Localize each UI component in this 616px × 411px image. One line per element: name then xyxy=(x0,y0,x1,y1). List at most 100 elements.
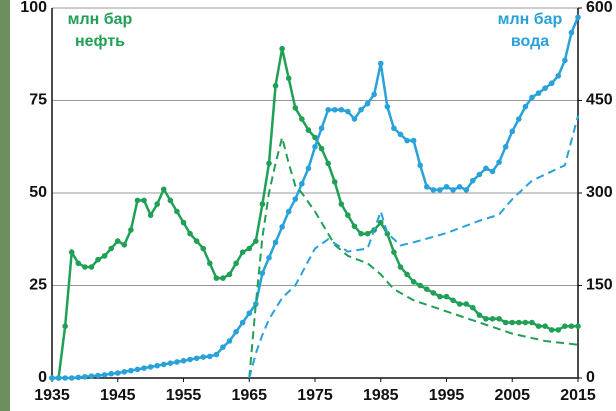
data-point xyxy=(69,375,75,381)
data-point xyxy=(200,354,206,360)
data-point xyxy=(154,201,160,207)
data-point xyxy=(266,255,272,261)
data-point xyxy=(569,323,575,329)
y-tick-label: 25 xyxy=(29,277,47,294)
data-point xyxy=(319,125,325,131)
data-point xyxy=(477,312,483,318)
data-point xyxy=(181,220,187,226)
data-point xyxy=(174,209,180,215)
data-point xyxy=(391,249,397,255)
data-point xyxy=(371,92,377,98)
data-point xyxy=(411,138,417,144)
background xyxy=(0,0,616,411)
data-point xyxy=(391,125,397,131)
data-point xyxy=(161,187,167,193)
data-point xyxy=(575,323,581,329)
data-point xyxy=(503,144,509,150)
data-point xyxy=(332,179,338,185)
data-point xyxy=(108,371,114,377)
data-point xyxy=(483,316,489,322)
data-point xyxy=(292,105,298,111)
x-tick-label: 1945 xyxy=(100,387,136,404)
data-point xyxy=(345,109,351,115)
data-point xyxy=(352,224,358,230)
data-point xyxy=(240,249,246,255)
data-point xyxy=(95,257,101,263)
data-point xyxy=(135,198,141,204)
data-point xyxy=(266,161,272,167)
data-point xyxy=(115,238,121,244)
x-tick-label: 2015 xyxy=(560,387,596,404)
data-point xyxy=(490,316,496,322)
data-point xyxy=(69,249,75,255)
data-point xyxy=(115,370,121,376)
data-point xyxy=(102,253,108,259)
data-point xyxy=(214,275,220,281)
data-point xyxy=(82,264,88,270)
data-point xyxy=(339,107,345,113)
data-point xyxy=(108,246,114,252)
data-point xyxy=(62,323,68,329)
y2-tick-label: 600 xyxy=(586,0,613,16)
data-point xyxy=(260,201,266,207)
data-point xyxy=(463,301,469,307)
data-point xyxy=(89,264,95,270)
data-point xyxy=(431,290,437,296)
data-point xyxy=(490,169,496,175)
data-point xyxy=(529,320,535,326)
data-point xyxy=(575,14,581,20)
x-tick-label: 1985 xyxy=(363,387,399,404)
y-tick-label: 100 xyxy=(20,0,47,16)
data-point xyxy=(404,272,410,278)
data-point xyxy=(122,242,128,248)
data-point xyxy=(260,270,266,276)
data-point xyxy=(365,101,371,107)
data-point xyxy=(542,323,548,329)
data-point xyxy=(62,375,68,381)
x-tick-label: 1965 xyxy=(231,387,267,404)
data-point xyxy=(496,159,502,165)
data-point xyxy=(437,294,443,300)
x-tick-label: 1955 xyxy=(166,387,202,404)
data-point xyxy=(398,264,404,270)
data-point xyxy=(148,364,154,370)
data-point xyxy=(378,220,384,226)
photo-edge xyxy=(0,0,10,411)
data-point xyxy=(128,227,134,233)
data-point xyxy=(536,323,542,329)
data-point xyxy=(378,61,384,67)
y2-tick-label: 150 xyxy=(586,277,613,294)
data-point xyxy=(128,368,134,374)
data-point xyxy=(417,162,423,168)
y2-tick-label: 0 xyxy=(586,369,595,386)
data-point xyxy=(529,95,535,101)
data-point xyxy=(444,294,450,300)
data-point xyxy=(227,272,233,278)
data-point xyxy=(253,238,259,244)
data-point xyxy=(220,275,226,281)
data-point xyxy=(352,116,358,122)
data-point xyxy=(141,198,147,204)
data-point xyxy=(102,372,108,378)
data-point xyxy=(76,261,82,267)
data-point xyxy=(141,365,147,371)
data-point xyxy=(135,367,141,373)
data-point xyxy=(516,320,522,326)
x-tick-label: 2005 xyxy=(494,387,530,404)
y-tick-label: 0 xyxy=(38,369,47,386)
x-tick-label: 1975 xyxy=(297,387,333,404)
data-point xyxy=(516,116,522,122)
data-point xyxy=(273,240,279,246)
data-point xyxy=(181,358,187,364)
data-point xyxy=(214,352,220,358)
data-point xyxy=(95,373,101,379)
data-point xyxy=(174,359,180,365)
y2-tick-label: 450 xyxy=(586,92,613,109)
data-point xyxy=(549,80,555,86)
data-point xyxy=(306,166,312,172)
data-point xyxy=(542,85,548,91)
data-point xyxy=(246,246,252,252)
data-point xyxy=(299,181,305,187)
data-point xyxy=(319,146,325,152)
data-point xyxy=(49,375,55,381)
